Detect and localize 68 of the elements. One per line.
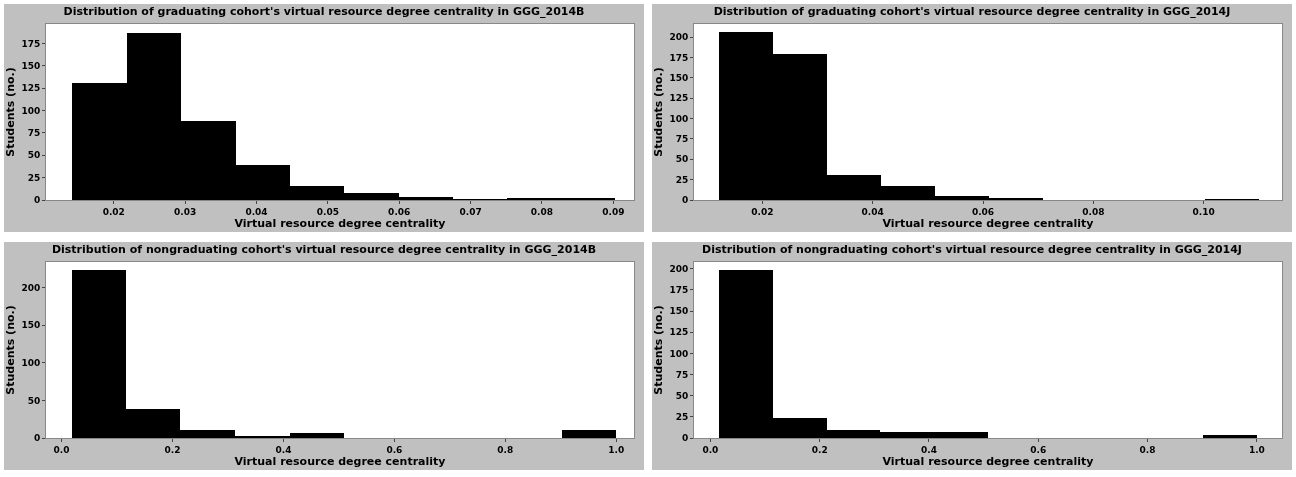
x-tick-label: 0.05 bbox=[316, 206, 339, 217]
y-tick-label: 75 bbox=[27, 128, 41, 139]
x-tick-label: 0.08 bbox=[530, 206, 554, 217]
x-tick-label: 0.6 bbox=[1030, 444, 1047, 455]
y-axis-title: Students (no.) bbox=[4, 305, 18, 395]
y-tick-label: 200 bbox=[669, 32, 689, 43]
y-tick-label: 150 bbox=[21, 61, 41, 72]
y-tick-label: 200 bbox=[669, 263, 689, 274]
x-tick-label: 0.06 bbox=[971, 206, 995, 217]
y-axis-title: Students (no.) bbox=[652, 67, 666, 157]
y-tick-label: 125 bbox=[21, 83, 41, 94]
y-tick-label: 50 bbox=[27, 395, 41, 406]
x-tick-label: 0.09 bbox=[602, 206, 625, 217]
y-tick-label: 150 bbox=[669, 306, 689, 317]
y-tick-label: 100 bbox=[21, 357, 41, 368]
x-tick-label: 0.07 bbox=[459, 206, 482, 217]
y-tick-label: 25 bbox=[675, 412, 689, 422]
x-tick-label: 0.06 bbox=[388, 206, 411, 217]
y-tick-label: 25 bbox=[27, 172, 41, 183]
chart-title: Distribution of nongraduating cohort's virtual resource degree centrality in GGG_2014B bbox=[51, 243, 597, 257]
x-tick-label: 1.0 bbox=[1248, 444, 1265, 455]
x-axis-title: Virtual resource degree centrality bbox=[882, 216, 1094, 230]
y-tick-label: 175 bbox=[669, 285, 689, 296]
x-tick-label: 0.0 bbox=[702, 444, 719, 455]
x-tick-label: 0.03 bbox=[174, 206, 197, 217]
x-tick-label: 0.04 bbox=[245, 206, 268, 217]
x-tick-label: 1.0 bbox=[608, 444, 625, 455]
x-tick-label: 0.08 bbox=[1082, 206, 1105, 217]
y-tick-label: 0 bbox=[33, 195, 41, 206]
y-tick-label: 50 bbox=[675, 390, 689, 401]
x-tick-label: 0.10 bbox=[1192, 206, 1215, 217]
chart-title: Distribution of graduating cohort's virtual resource degree centrality in GGG_2014J bbox=[713, 5, 1231, 19]
x-tick-label: 0.02 bbox=[102, 206, 125, 217]
y-tick-label: 25 bbox=[675, 174, 689, 185]
y-tick-label: 50 bbox=[675, 154, 689, 165]
y-tick-label: 175 bbox=[21, 38, 41, 49]
y-tick-label: 125 bbox=[669, 327, 689, 338]
y-tick-label: 100 bbox=[669, 113, 689, 124]
y-axis-title: Students (no.) bbox=[652, 305, 666, 395]
x-tick-label: 0.6 bbox=[386, 444, 403, 455]
y-tick-label: 50 bbox=[27, 150, 41, 161]
x-tick-label: 0.4 bbox=[921, 444, 937, 455]
y-tick-label: 175 bbox=[669, 52, 689, 63]
y-tick-label: 100 bbox=[21, 105, 41, 116]
y-tick-label: 125 bbox=[669, 93, 689, 104]
chart-title: Distribution of nongraduating cohort's virtual resource degree centrality in GGG_2014J bbox=[702, 243, 1242, 257]
y-tick-label: 75 bbox=[675, 369, 689, 380]
y-tick-label: 0 bbox=[681, 433, 689, 444]
y-tick-label: 100 bbox=[669, 348, 689, 359]
y-tick-label: 75 bbox=[675, 134, 689, 145]
x-tick-label: 0.2 bbox=[811, 444, 828, 455]
x-tick-label: 0.02 bbox=[751, 206, 774, 217]
x-axis-title: Virtual resource degree centrality bbox=[234, 454, 446, 468]
y-axis-title: Students (no.) bbox=[4, 67, 18, 157]
chart-title: Distribution of graduating cohort's virtual resource degree centrality in GGG_2014B bbox=[63, 5, 585, 19]
y-tick-label: 150 bbox=[21, 320, 41, 331]
y-tick-label: 200 bbox=[21, 282, 41, 293]
x-tick-label: 0.8 bbox=[1139, 444, 1156, 455]
y-tick-label: 0 bbox=[681, 195, 689, 206]
y-tick-label: 0 bbox=[33, 433, 41, 444]
x-tick-label: 0.4 bbox=[275, 444, 292, 455]
x-tick-label: 0.0 bbox=[53, 444, 70, 455]
x-tick-label: 0.8 bbox=[497, 444, 514, 455]
x-axis-title: Virtual resource degree centrality bbox=[882, 454, 1094, 468]
x-axis-title: Virtual resource degree centrality bbox=[234, 216, 446, 230]
x-tick-label: 0.04 bbox=[861, 206, 884, 217]
y-tick-label: 150 bbox=[669, 72, 689, 83]
x-tick-label: 0.2 bbox=[164, 444, 181, 455]
